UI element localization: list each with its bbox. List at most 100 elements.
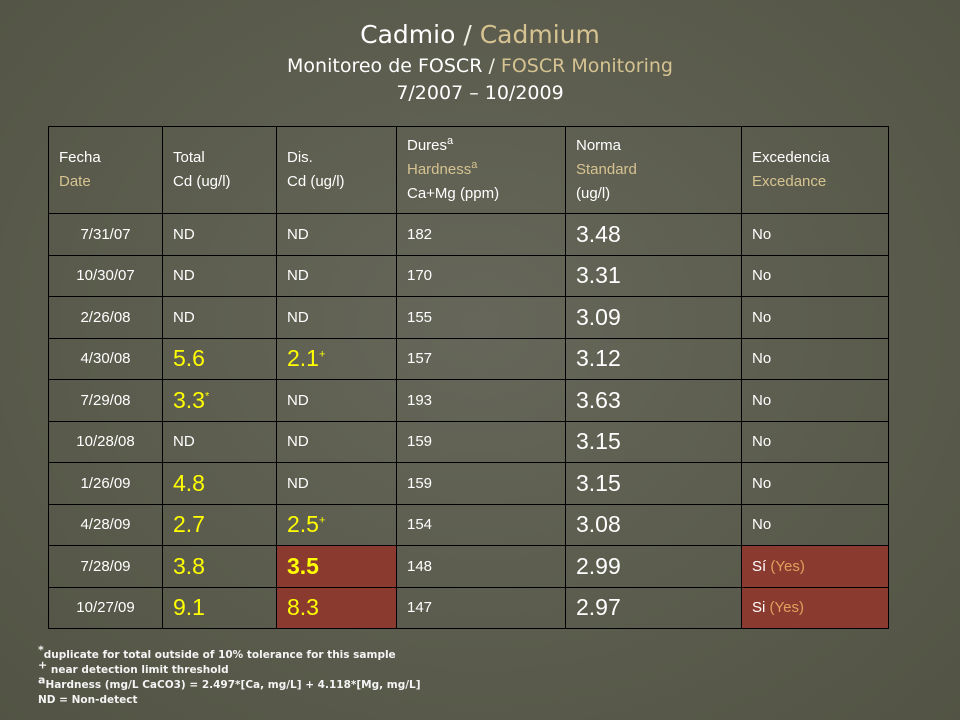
title-cadmio: Cadmio [360,20,456,49]
exc-yes-es: Si [752,599,766,617]
table-row: 10/27/09 9.1 8.3 147 2.97 Si (Yes) [48,586,889,629]
footnote-duplicate-text: duplicate for total outside of 10% toler… [43,649,396,661]
cell-excedance: No [741,296,889,339]
cell-standard: 2.97 [565,586,742,629]
header-excedance: Excedencia Excedance [741,126,889,214]
footnote-hardness-text: Hardness (mg/L CaCO3) = 2.497*[Ca, mg/L]… [45,679,421,691]
exc-yes-en: (Yes) [770,557,805,575]
subtitle-en: FOSCR Monitoring [500,55,673,77]
cell-excedance: No [741,337,889,380]
cell-standard: 3.63 [565,379,742,422]
cell-total: 3.8 [162,545,277,588]
header-dis-line1: Dis. [287,149,313,166]
header-total-line2: Cd (ug/l) [173,173,231,190]
footnote-hardness: aHardness (mg/L CaCO3) = 2.497*[Ca, mg/L… [38,675,421,693]
cell-date: 10/28/08 [48,420,163,463]
cell-excedance-yes: Si (Yes) [741,586,889,629]
header-exc-es: Excedencia [752,149,830,166]
footnote-detection-text: near detection limit threshold [47,664,229,676]
subtitle-slash: / [482,55,501,77]
cell-date: 10/27/09 [48,586,163,629]
table-row: 2/26/08 ND ND 155 3.09 No [48,296,889,339]
footnote-duplicate: *duplicate for total outside of 10% tole… [38,645,421,663]
table-row: 10/30/07 ND ND 170 3.31 No [48,254,889,297]
cell-total: ND [162,296,277,339]
cell-excedance: No [741,462,889,505]
cell-excedance: No [741,213,889,256]
cell-total: 5.6 [162,337,277,380]
cell-standard: 3.48 [565,213,742,256]
cell-standard: 3.08 [565,503,742,546]
header-hard-en: Hardness [407,161,472,178]
cell-dis: 2.5+ [276,503,397,546]
table-row: 1/26/09 4.8 ND 159 3.15 No [48,462,889,505]
footnote-nd: ND = Non-detect [38,694,138,706]
cell-standard: 3.15 [565,462,742,505]
cell-hardness: 148 [396,545,566,588]
title-line-2: Monitoreo de FOSCR / FOSCR Monitoring [0,52,960,80]
cell-date: 7/31/07 [48,213,163,256]
header-dis-line2: Cd (ug/l) [287,173,345,190]
header-date: Fecha Date [48,126,163,214]
exc-yes-es: Sí [752,557,767,575]
cell-date: 2/26/08 [48,296,163,339]
footnote-hardness-symbol: a [38,673,46,687]
cell-dis: ND [276,213,397,256]
cell-dis-value: 2.1 [287,345,319,372]
cell-excedance: No [741,379,889,422]
table-row: 4/30/08 5.6 2.1+ 157 3.12 No [48,337,889,380]
cell-total: 4.8 [162,462,277,505]
cell-total: 2.7 [162,503,277,546]
header-date-es: Fecha [59,149,101,166]
cell-dis-exceedance: 8.3 [276,586,397,629]
header-hard-sup-1: a [447,135,454,147]
header-std-unit: (ug/l) [576,185,611,202]
cell-dis: ND [276,420,397,463]
title-slash: / [455,20,480,49]
cell-dis-sup: + [318,348,326,361]
header-std-en: Standard [576,161,637,178]
cell-hardness: 170 [396,254,566,297]
header-standard: Norma Standard (ug/l) [565,126,742,214]
header-date-en: Date [59,173,91,190]
header-exc-en: Excedance [752,173,827,190]
cell-hardness: 159 [396,462,566,505]
subtitle-es: Monitoreo de FOSCR [287,55,483,77]
cell-date: 1/26/09 [48,462,163,505]
cell-total: ND [162,420,277,463]
cell-date: 7/29/08 [48,379,163,422]
cell-standard: 3.09 [565,296,742,339]
cell-excedance: No [741,503,889,546]
cell-total: 9.1 [162,586,277,629]
footnote-duplicate-symbol: * [38,643,44,657]
title-date-range: 7/2007 – 10/2009 [396,82,564,104]
table-row: 10/28/08 ND ND 159 3.15 No [48,420,889,463]
cell-standard: 3.15 [565,420,742,463]
header-hard-line1: Duresa [407,134,565,158]
cell-dis: 2.1+ [276,337,397,380]
header-dis-cd: Dis. Cd (ug/l) [276,126,397,214]
cell-excedance-yes: Sí (Yes) [741,545,889,588]
exc-yes-en: (Yes) [769,599,804,617]
cell-dis-sup: + [318,514,326,527]
header-hardness: Duresa Hardnessa Ca+Mg (ppm) [396,126,566,214]
footnotes: *duplicate for total outside of 10% tole… [38,645,421,708]
header-std-es: Norma [576,137,622,154]
cell-dis-exceedance: 3.5 [276,545,397,588]
cell-dis: ND [276,462,397,505]
cell-dis: ND [276,254,397,297]
cell-hardness: 193 [396,379,566,422]
cell-total: ND [162,213,277,256]
slide-title: Cadmio / Cadmium Monitoreo de FOSCR / FO… [0,18,960,106]
cell-standard: 3.12 [565,337,742,380]
header-total-line1: Total [173,149,205,166]
cell-hardness: 182 [396,213,566,256]
cell-total-value: 3.3 [173,386,205,413]
cell-date: 7/28/09 [48,545,163,588]
cell-dis: ND [276,296,397,339]
cell-total: 3.3* [162,379,277,422]
title-cadmium: Cadmium [479,20,600,49]
cell-hardness: 157 [396,337,566,380]
title-line-1: Cadmio / Cadmium [0,18,960,52]
cell-hardness: 159 [396,420,566,463]
